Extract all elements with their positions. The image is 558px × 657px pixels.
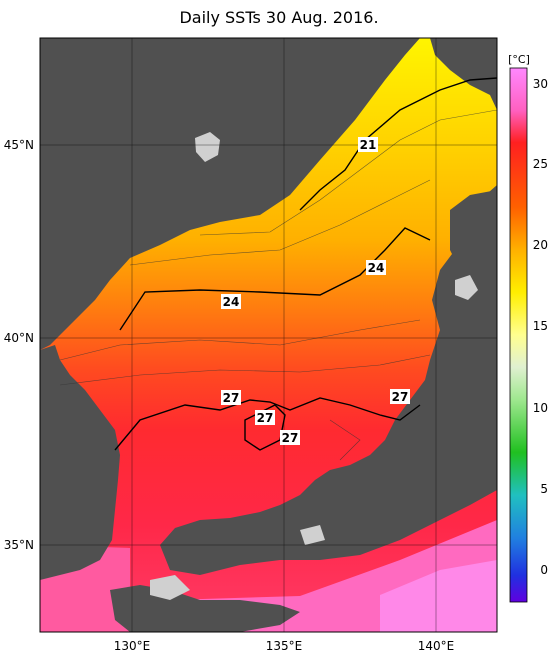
map-border xyxy=(39,37,498,633)
contours-minor xyxy=(59,109,497,461)
missing-data-patch xyxy=(455,275,478,300)
colorbar: [°C] 30 25 20 15 10 5 0 xyxy=(508,53,548,603)
colorbar-scale xyxy=(509,67,528,603)
colorbar-tick-30: 30 xyxy=(533,77,548,91)
missing-data-strait xyxy=(150,575,190,600)
warmest-water xyxy=(380,560,497,632)
contour-label-box xyxy=(390,389,410,404)
colorbar-tick-20: 20 xyxy=(533,238,548,252)
lon-label-140: 140°E xyxy=(418,639,455,653)
colorbar-tick-5: 5 xyxy=(540,482,548,496)
contour-27-main xyxy=(114,397,421,451)
land-honshu xyxy=(160,185,497,575)
land-hokkaido xyxy=(450,190,497,300)
map-title: Daily SSTs 30 Aug. 2016. xyxy=(179,8,379,27)
colorbar-tick-25: 25 xyxy=(533,157,548,171)
lake-khanka xyxy=(195,132,220,162)
contour-labels: 21 24 24 27 27 27 27 xyxy=(221,137,410,445)
lat-label-45: 45°N xyxy=(4,138,34,152)
contour-label-24-west: 24 xyxy=(223,295,240,309)
contour-label-box xyxy=(280,430,300,445)
contour-label-21: 21 xyxy=(360,138,377,152)
missing-data-coast xyxy=(300,525,325,545)
colorbar-tick-15: 15 xyxy=(533,319,548,333)
latitude-axis: 45°N 40°N 35°N xyxy=(4,138,34,552)
contour-label-box xyxy=(358,137,378,152)
contour-label-box xyxy=(221,294,241,309)
map-frame-content: 21 24 24 27 27 27 27 xyxy=(40,38,497,632)
contour-label-27-b: 27 xyxy=(392,390,409,404)
colorbar-unit: [°C] xyxy=(508,53,530,66)
contour-label-box xyxy=(366,260,386,275)
longitude-axis: 130°E 135°E 140°E xyxy=(114,639,455,653)
contour-label-24-east: 24 xyxy=(368,261,385,275)
land-continent-north xyxy=(40,38,420,350)
lon-label-135: 135°E xyxy=(266,639,303,653)
land-korean-peninsula xyxy=(40,345,120,580)
contour-label-box xyxy=(221,390,241,405)
lat-label-35: 35°N xyxy=(4,538,34,552)
lon-label-130: 130°E xyxy=(114,639,151,653)
contour-label-27-d: 27 xyxy=(282,431,299,445)
contour-label-box xyxy=(255,410,275,425)
lat-label-40: 40°N xyxy=(4,331,34,345)
contour-21 xyxy=(299,77,497,211)
colorbar-tick-0: 0 xyxy=(540,563,548,577)
contour-label-27-a: 27 xyxy=(223,391,240,405)
graticule xyxy=(40,38,497,632)
contour-24 xyxy=(119,227,431,331)
contour-label-27-c: 27 xyxy=(257,411,274,425)
land-sakhalin xyxy=(430,38,497,110)
colorbar-tick-10: 10 xyxy=(533,401,548,415)
